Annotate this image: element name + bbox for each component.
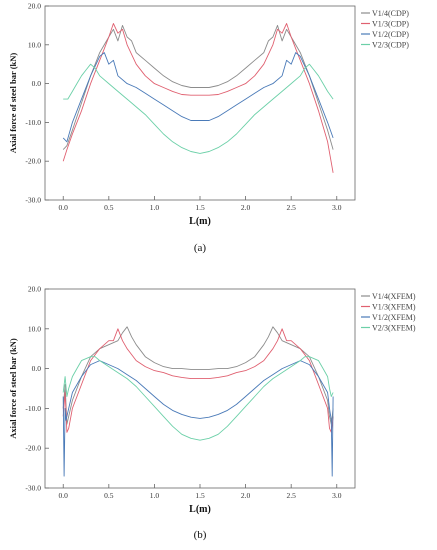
x-tick-label: 2.5 [286, 491, 296, 500]
x-tick-label: 3.0 [332, 203, 342, 212]
x-tick-label: 2.0 [241, 491, 251, 500]
plot-frame [44, 5, 356, 201]
x-axis-label: L(m) [189, 504, 211, 515]
x-tick-label: 2.5 [286, 203, 296, 212]
x-tick-label: 1.5 [195, 203, 205, 212]
x-axis-label: L(m) [189, 216, 211, 227]
legend-entry: V2/3(XFEM) [372, 324, 416, 333]
y-axis-label: Axial force of steel bar (kN) [8, 338, 18, 439]
figure-caption: (a) [194, 242, 207, 254]
y-tick-label: 10.0 [28, 324, 41, 333]
legend-entry: V1/2(CDP) [372, 30, 409, 39]
legend-entry: V1/3(CDP) [372, 20, 409, 29]
y-tick-label: 0.0 [32, 79, 42, 88]
x-tick-label: 0.0 [59, 203, 69, 212]
y-tick-label: 20.0 [28, 285, 41, 294]
legend-entry: V2/3(CDP) [372, 41, 409, 50]
y-tick-label: -20.0 [25, 444, 41, 453]
legend-entry: V1/3(XFEM) [372, 303, 416, 312]
x-tick-label: 3.0 [332, 491, 342, 500]
y-tick-label: -10.0 [25, 118, 41, 127]
x-tick-label: 1.5 [195, 491, 205, 500]
chart-b: 20.0 10.0 0.0 -10.0 -20.0 -30.0 0.0 0.5 1.0 1.5 2.… [8, 285, 416, 542]
series-line-4 [62, 356, 334, 441]
y-axis-label: Axial force of steel bar (kN) [8, 53, 18, 154]
legend-entry: V1/4(XFEM) [372, 292, 416, 301]
x-tick-label: 1.0 [150, 203, 160, 212]
series-line-1 [62, 326, 334, 425]
series-line-1 [62, 24, 334, 150]
y-tick-label: 0.0 [32, 364, 42, 373]
legend-entry: V1/2(XFEM) [372, 313, 416, 322]
chart-a: 20.0 10.0 0.0 -10.0 -20.0 -30.0 0.0 0.5 1.0 1.5 2.… [8, 2, 409, 255]
series-line-2 [62, 328, 334, 433]
y-tick-label: 20.0 [28, 2, 41, 11]
x-tick-label: 0.0 [59, 491, 69, 500]
figure-caption: (b) [194, 529, 207, 541]
x-tick-label: 0.5 [104, 491, 114, 500]
series-line-4 [63, 63, 334, 154]
legend-entry: V1/4(CDP) [372, 9, 409, 18]
series-line-3 [62, 360, 334, 477]
y-tick-label: -20.0 [25, 157, 41, 166]
y-tick-label: -30.0 [25, 484, 41, 493]
x-tick-label: 2.0 [241, 203, 251, 212]
x-tick-label: 0.5 [104, 203, 114, 212]
y-tick-label: -10.0 [25, 404, 41, 413]
y-tick-label: 10.0 [28, 40, 41, 49]
x-tick-label: 1.0 [150, 491, 160, 500]
series-line-3 [62, 52, 334, 143]
series-line-2 [62, 23, 334, 173]
plot-frame [44, 288, 356, 489]
y-tick-label: -30.0 [25, 196, 41, 205]
